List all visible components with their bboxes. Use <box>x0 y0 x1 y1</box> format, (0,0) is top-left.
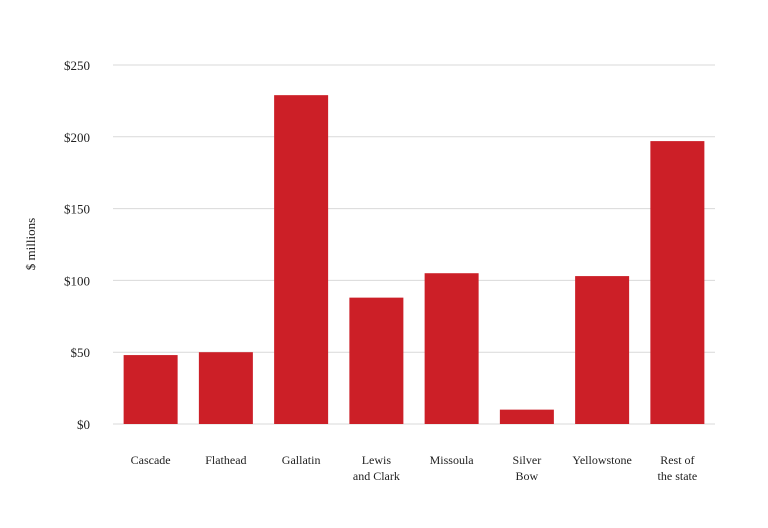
x-tick-label-line: Bow <box>516 469 539 483</box>
x-tick-label-line: Yellowstone <box>572 453 631 467</box>
x-tick-label-line: Rest of <box>660 453 694 467</box>
bar <box>198 352 253 424</box>
x-tick-label-line: Lewis <box>362 453 392 467</box>
x-tick-label: Yellowstone <box>572 453 631 467</box>
x-tick-label-line: and Clark <box>353 469 400 483</box>
y-tick-label: $100 <box>64 273 90 288</box>
bar <box>349 297 404 424</box>
bar <box>499 409 554 424</box>
x-tick-label: Rest of the state <box>658 453 698 483</box>
y-tick-label: $250 <box>64 58 90 73</box>
bar <box>123 355 178 424</box>
x-tick-label-line: Flathead <box>205 453 246 467</box>
y-tick-label: $50 <box>71 345 91 360</box>
bar <box>274 95 329 424</box>
y-tick-label: $0 <box>77 417 90 432</box>
x-tick-label: Cascade <box>131 453 171 467</box>
x-tick-label: Missoula <box>430 453 475 467</box>
y-axis-label: $ millions <box>23 218 38 270</box>
bar <box>575 276 630 424</box>
x-tick-label-line: Gallatin <box>282 453 321 467</box>
bar <box>424 273 479 424</box>
x-tick-label-line: Silver <box>513 453 542 467</box>
x-tick-label: Lewis and Clark <box>353 453 400 483</box>
y-tick-label: $200 <box>64 130 90 145</box>
x-axis-ticks: Cascade Flathead Gallatin Lewis and Clark Mis… <box>131 453 698 483</box>
y-tick-label: $150 <box>64 202 90 217</box>
bar <box>650 141 705 424</box>
x-tick-label: Gallatin <box>282 453 321 467</box>
x-tick-label-line: Cascade <box>131 453 171 467</box>
bars <box>123 95 705 424</box>
x-tick-label-line: the state <box>658 469 698 483</box>
x-tick-label: Flathead <box>205 453 246 467</box>
x-tick-label-line: Missoula <box>430 453 475 467</box>
y-axis-ticks: $0 $50 $100 $150 $200 $250 <box>64 58 90 432</box>
x-tick-label: Silver Bow <box>513 453 542 483</box>
